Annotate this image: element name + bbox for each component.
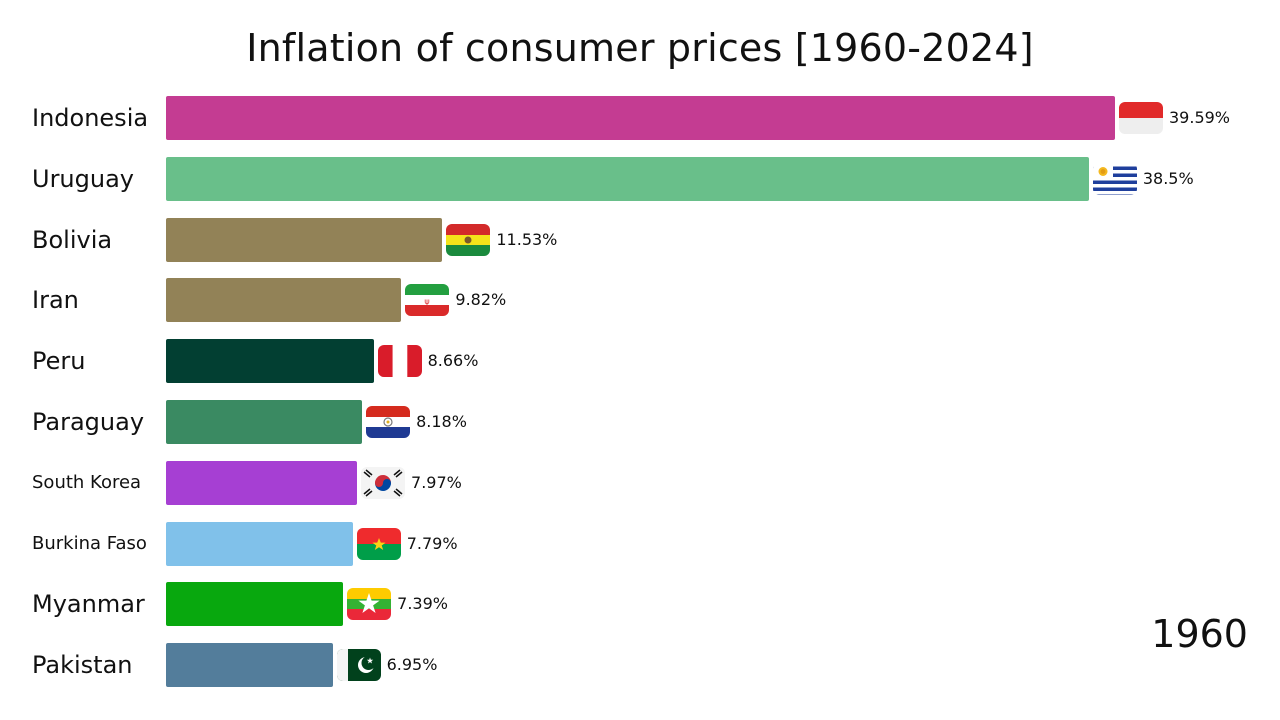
- myanmar-flag-icon: [347, 588, 392, 621]
- bar-row: Myanmar 7.39%: [0, 581, 1280, 627]
- bar-row: Pakistan 6.95%: [0, 642, 1280, 688]
- value-label: 8.66%: [427, 351, 479, 371]
- uruguay-flag-icon: [1092, 162, 1137, 195]
- bar-row: Burkina Faso 7.79%: [0, 521, 1280, 567]
- category-label: Peru: [32, 347, 86, 376]
- svg-text:ψ: ψ: [425, 297, 430, 306]
- value-label: 11.53%: [496, 229, 558, 249]
- indonesia-flag-icon: [1119, 102, 1163, 134]
- bar: [166, 400, 363, 444]
- bar: [166, 460, 358, 505]
- bar: [166, 278, 402, 323]
- bar-row: Paraguay 8.18%: [0, 399, 1280, 445]
- category-label: Burkina Faso: [32, 532, 147, 554]
- bar: [166, 217, 443, 262]
- category-label: Myanmar: [32, 590, 145, 619]
- value-label: 8.18%: [416, 412, 467, 431]
- value-label: 38.5%: [1142, 168, 1194, 188]
- south-korea-flag-icon: [361, 466, 406, 499]
- bar-row: Iran ψ 9.82%: [0, 277, 1280, 323]
- category-label: Indonesia: [32, 104, 149, 132]
- bar-row: Uruguay 38.5%: [0, 156, 1280, 202]
- bolivia-flag-icon: [446, 223, 491, 256]
- bar: [166, 521, 353, 566]
- peru-flag-icon: [377, 345, 422, 378]
- bar: [166, 339, 374, 384]
- bar-row: South Korea 7.97%: [0, 460, 1280, 506]
- value-label: 39.59%: [1169, 108, 1231, 127]
- bar: [166, 96, 1115, 140]
- value-label: 7.79%: [406, 533, 458, 553]
- year-label: 1960: [1151, 612, 1248, 656]
- bar: [166, 156, 1089, 201]
- value-label: 7.97%: [411, 472, 462, 492]
- paraguay-flag-icon: [366, 406, 411, 438]
- value-label: 9.82%: [455, 290, 507, 310]
- bar: [166, 643, 333, 688]
- category-label: Uruguay: [32, 164, 134, 193]
- category-label: Iran: [32, 286, 79, 315]
- bar-row: Peru 8.66%: [0, 338, 1280, 384]
- iran-flag-icon: ψ: [405, 284, 450, 317]
- category-label: Pakistan: [32, 651, 133, 680]
- bar-row: Bolivia 11.53%: [0, 217, 1280, 263]
- bar-row: Indonesia 39.59%: [0, 95, 1280, 141]
- category-label: Bolivia: [32, 225, 113, 254]
- bar: [166, 582, 344, 627]
- value-label: 7.39%: [397, 594, 448, 614]
- value-label: 6.95%: [386, 655, 438, 675]
- category-label: Paraguay: [32, 408, 145, 436]
- category-label: South Korea: [32, 471, 142, 493]
- chart-title: Inflation of consumer prices [1960-2024]: [246, 26, 1034, 70]
- burkina-faso-flag-icon: [356, 527, 401, 560]
- pakistan-flag-icon: [336, 649, 381, 682]
